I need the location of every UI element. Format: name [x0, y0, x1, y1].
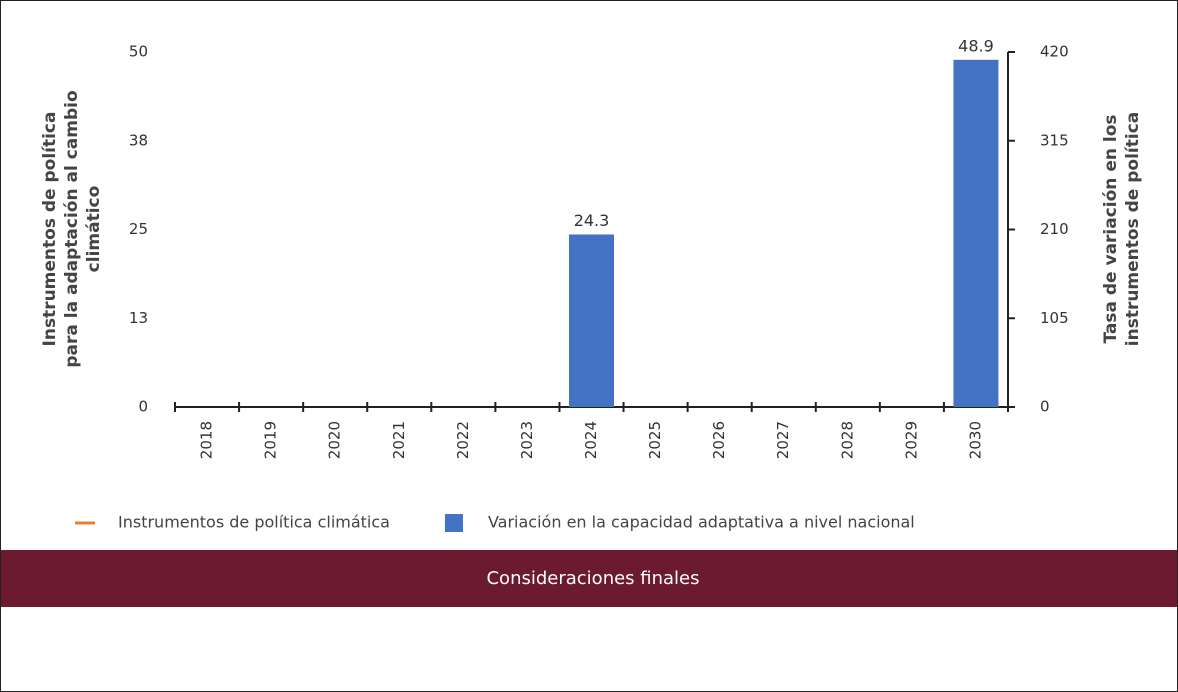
x-tick-label: 2021: [390, 421, 408, 459]
legend-swatch: [444, 514, 463, 532]
y2-tick-label: 210: [1040, 220, 1069, 238]
banner-title: Consideraciones finales: [486, 568, 699, 589]
y2-tick-label: 315: [1040, 131, 1069, 149]
y-axis-title: climático: [84, 186, 104, 273]
y2-axis-title: Tasa de variación en los: [1101, 114, 1121, 343]
bar: [953, 59, 999, 408]
y-tick-label: 0: [138, 398, 148, 416]
y2-tick-label: 420: [1040, 43, 1069, 61]
data-label: 48.9: [958, 36, 994, 55]
x-tick-label: 2029: [902, 421, 920, 459]
x-tick-label: 2028: [838, 421, 856, 459]
y2-axis-title: instrumentos de política: [1123, 112, 1143, 346]
x-tick-label: 2020: [326, 421, 344, 459]
x-tick-label: 2022: [454, 421, 472, 459]
y-tick-label: 50: [129, 43, 148, 61]
bar: [569, 234, 614, 407]
y2-tick-label: 105: [1040, 309, 1069, 327]
x-tick-label: 2019: [262, 421, 280, 459]
y-tick-label: 25: [129, 220, 148, 238]
x-tick-label: 2027: [774, 421, 792, 459]
y-tick-label: 13: [129, 309, 148, 327]
x-tick-label: 2030: [966, 421, 984, 459]
y-axis-title: para la adaptación al cambio: [62, 90, 82, 367]
x-tick-label: 2026: [710, 421, 728, 459]
data-label: 24.3: [574, 211, 610, 230]
x-tick-label: 2018: [198, 421, 216, 459]
x-tick-label: 2023: [518, 421, 536, 459]
y2-tick-label: 0: [1040, 398, 1050, 416]
legend-label: Instrumentos de política climática: [118, 513, 390, 532]
y-axis-title: Instrumentos de política: [40, 112, 60, 347]
x-tick-label: 2024: [582, 421, 600, 459]
legend-label: Variación en la capacidad adaptativa a n…: [488, 513, 915, 532]
x-tick-label: 2025: [646, 421, 664, 459]
section-banner: [1, 550, 1177, 607]
y-tick-label: 38: [129, 131, 148, 149]
